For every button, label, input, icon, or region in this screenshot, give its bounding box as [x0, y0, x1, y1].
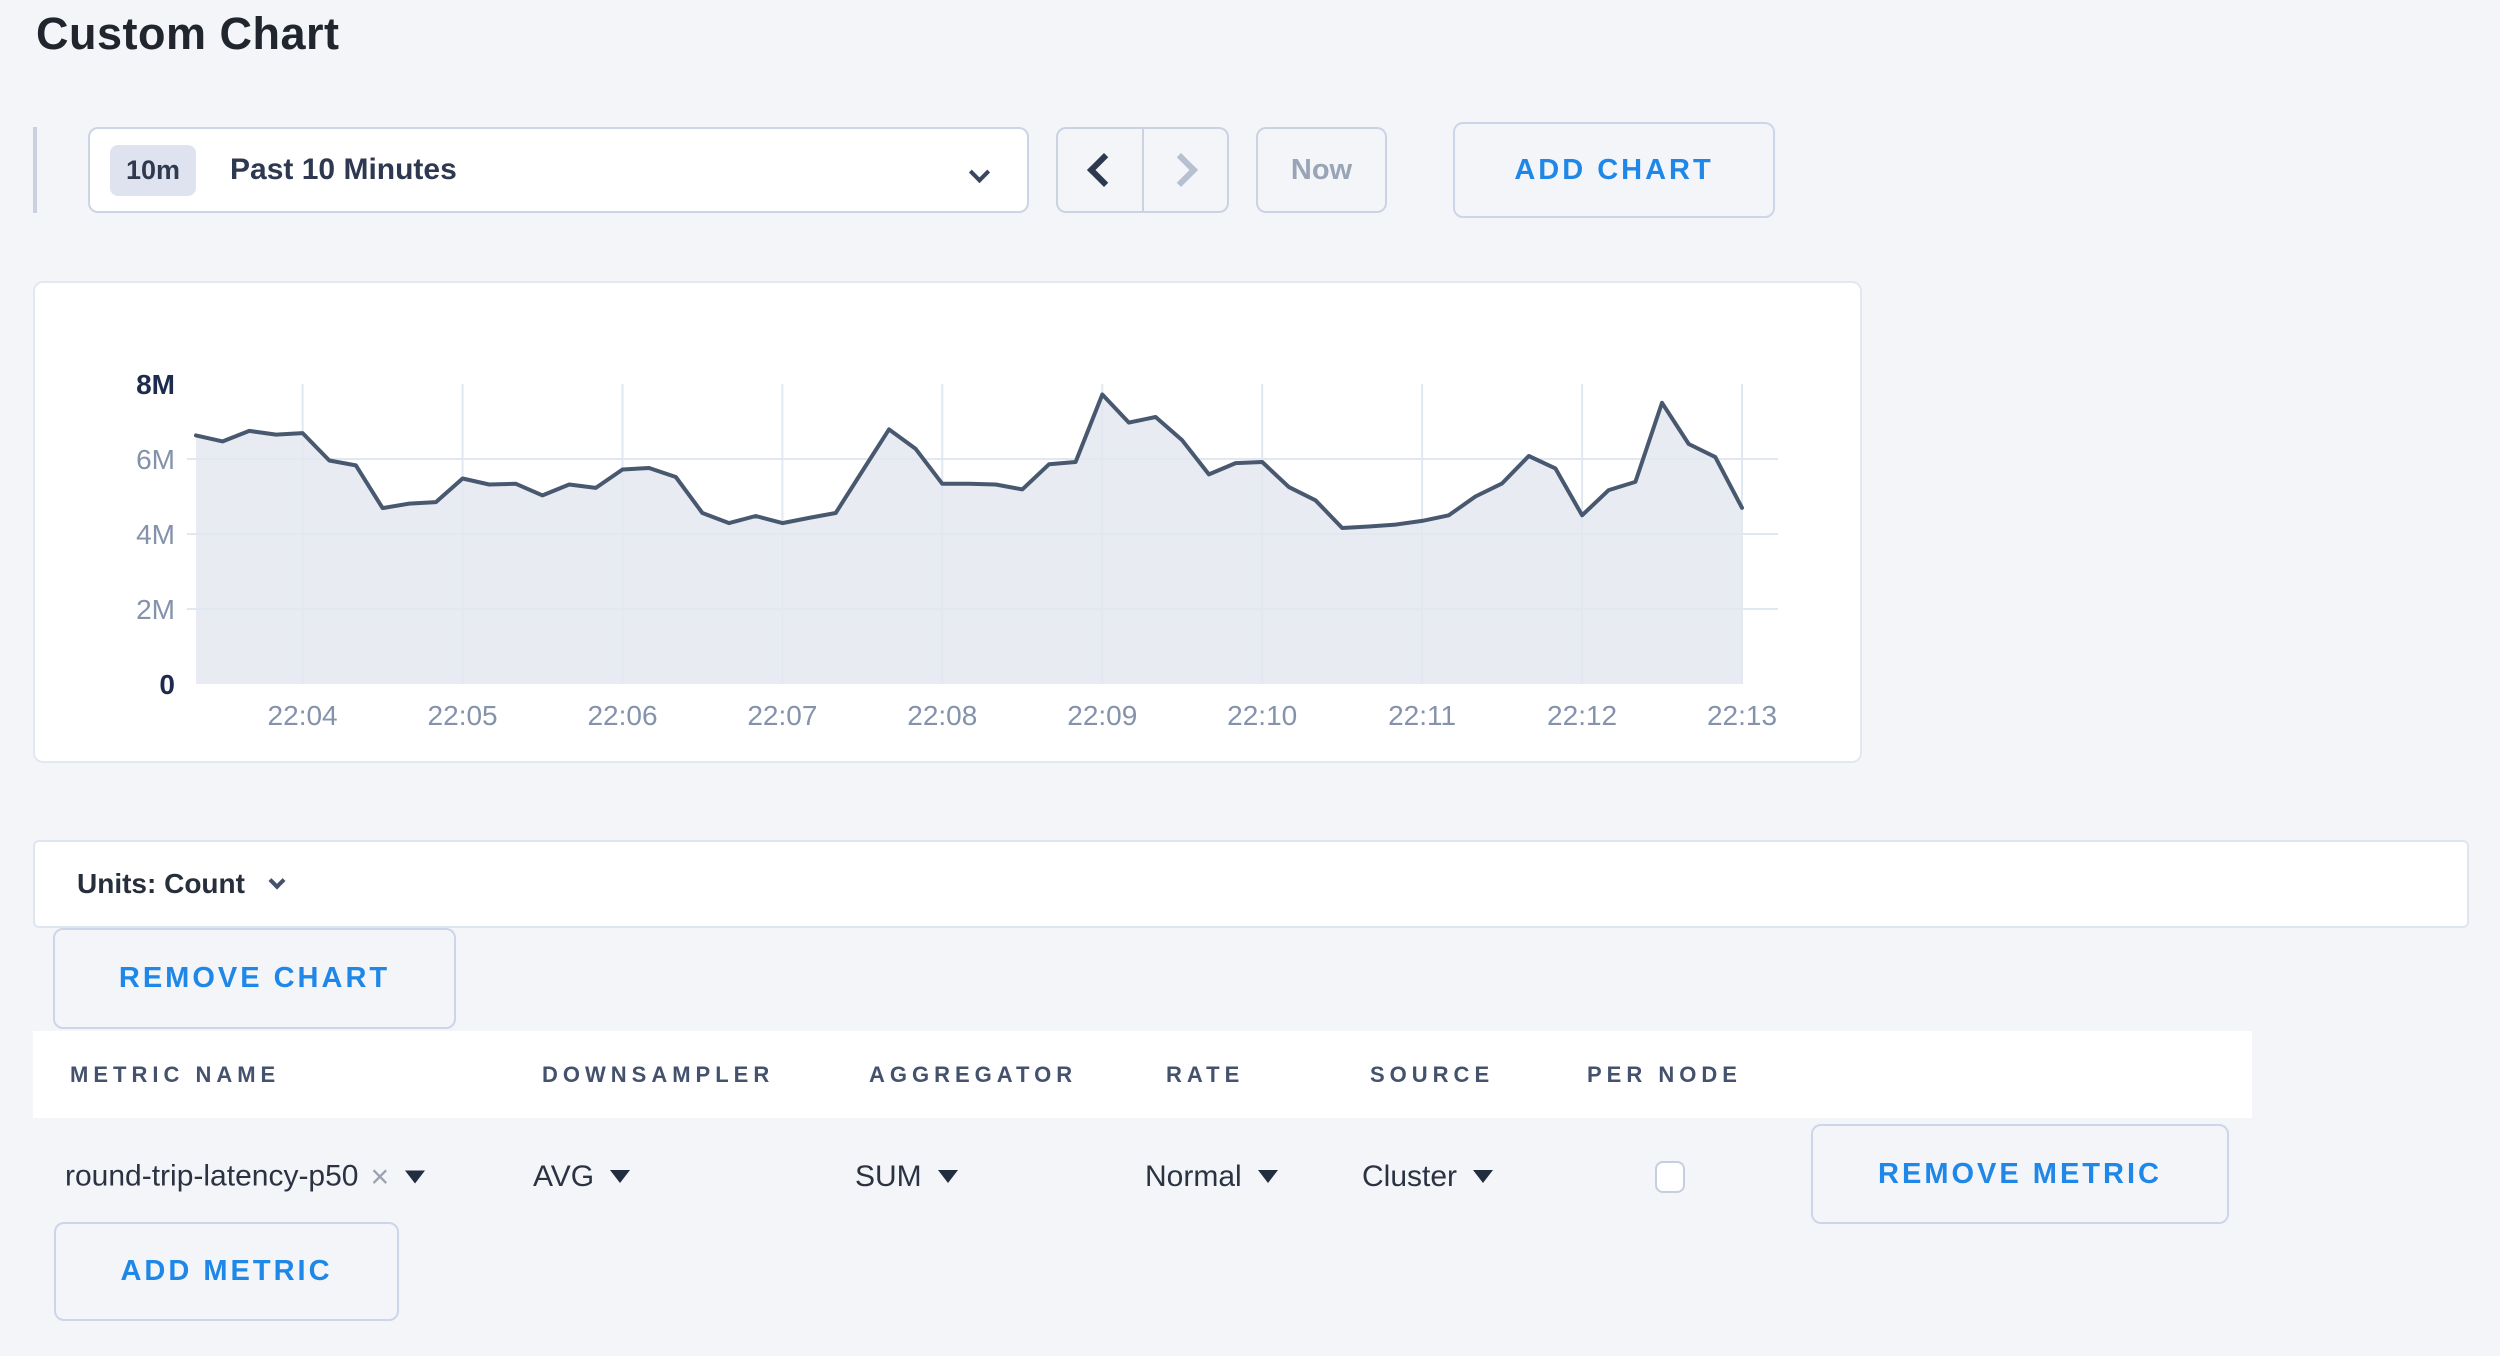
column-header-aggregator: AGGREGATOR [869, 1061, 1078, 1087]
metric-name-value: round-trip-latency-p50 [65, 1159, 359, 1193]
aggregator-value: SUM [855, 1159, 922, 1193]
source-value: Cluster [1362, 1159, 1458, 1193]
x-tick-label: 22:05 [428, 700, 498, 731]
time-back-button[interactable] [1058, 129, 1144, 211]
x-tick-label: 22:04 [268, 700, 338, 731]
column-header-per-node: PER NODE [1587, 1061, 1742, 1087]
metrics-table-header: METRIC NAME DOWNSAMPLER AGGREGATOR RATE … [33, 1031, 2252, 1118]
y-tick-label: 4M [136, 519, 175, 550]
chevron-right-icon [1164, 153, 1199, 187]
x-tick-label: 22:10 [1227, 700, 1297, 731]
dropdown-arrow-icon [1473, 1170, 1494, 1183]
time-nav-group [1056, 127, 1229, 213]
aggregator-select[interactable]: SUM [855, 1160, 958, 1194]
per-node-checkbox[interactable] [1655, 1160, 1685, 1193]
time-range-selector[interactable]: 10m Past 10 Minutes [88, 127, 1029, 213]
x-tick-label: 22:12 [1547, 700, 1617, 731]
units-label: Units: Count [77, 868, 245, 899]
chevron-down-icon [968, 161, 991, 184]
metric-name-select[interactable]: round-trip-latency-p50 × [65, 1158, 426, 1195]
add-metric-button[interactable]: ADD METRIC [54, 1222, 399, 1321]
metric-table-row: round-trip-latency-p50 × AVG SUM Normal … [33, 1118, 2252, 1235]
units-selector[interactable]: Units: Count [33, 840, 2469, 928]
chevron-down-icon [268, 872, 286, 890]
chart-card: 8M 6M 4M 2M 0 22:04 22:05 22:06 22:07 22:08 22:09 2… [33, 281, 1862, 763]
x-tick-label: 22:09 [1067, 700, 1137, 731]
column-header-rate: RATE [1166, 1061, 1245, 1087]
toolbar-accent-bar [33, 127, 37, 213]
time-forward-button[interactable] [1144, 129, 1228, 211]
dropdown-arrow-icon [405, 1170, 426, 1183]
remove-metric-button[interactable]: REMOVE METRIC [1811, 1124, 2229, 1224]
dropdown-arrow-icon [1257, 1170, 1278, 1183]
page-title: Custom Chart [36, 8, 340, 59]
column-header-metric-name: METRIC NAME [70, 1061, 281, 1087]
now-button[interactable]: Now [1256, 127, 1387, 213]
custom-chart: 8M 6M 4M 2M 0 22:04 22:05 22:06 22:07 22:08 22:09 2… [136, 369, 1778, 731]
clear-metric-icon[interactable]: × [370, 1158, 390, 1194]
downsampler-select[interactable]: AVG [533, 1159, 631, 1194]
column-header-downsampler: DOWNSAMPLER [542, 1061, 775, 1087]
x-tick-label: 22:11 [1388, 700, 1456, 731]
dropdown-arrow-icon [610, 1170, 631, 1183]
column-header-source: SOURCE [1370, 1061, 1495, 1087]
x-tick-label: 22:08 [907, 700, 977, 731]
y-tick-label: 2M [136, 594, 175, 625]
downsampler-value: AVG [533, 1159, 595, 1193]
rate-value: Normal [1145, 1159, 1242, 1193]
y-tick-label: 8M [136, 369, 175, 400]
chart-area-fill [196, 394, 1742, 684]
y-tick-label: 6M [136, 444, 175, 475]
x-tick-label: 22:13 [1707, 700, 1777, 731]
source-select[interactable]: Cluster [1362, 1159, 1494, 1194]
time-scale-badge: 10m [110, 144, 197, 196]
add-chart-button[interactable]: ADD CHART [1453, 122, 1775, 218]
chevron-left-icon [1086, 153, 1121, 187]
dropdown-arrow-icon [937, 1170, 958, 1183]
x-tick-label: 22:07 [747, 700, 817, 731]
x-tick-label: 22:06 [587, 700, 657, 731]
rate-select[interactable]: Normal [1145, 1160, 1278, 1194]
time-range-label: Past 10 Minutes [230, 153, 457, 186]
remove-chart-button[interactable]: REMOVE CHART [53, 928, 456, 1029]
chart-line [194, 392, 1744, 530]
y-tick-label: 0 [159, 669, 175, 700]
